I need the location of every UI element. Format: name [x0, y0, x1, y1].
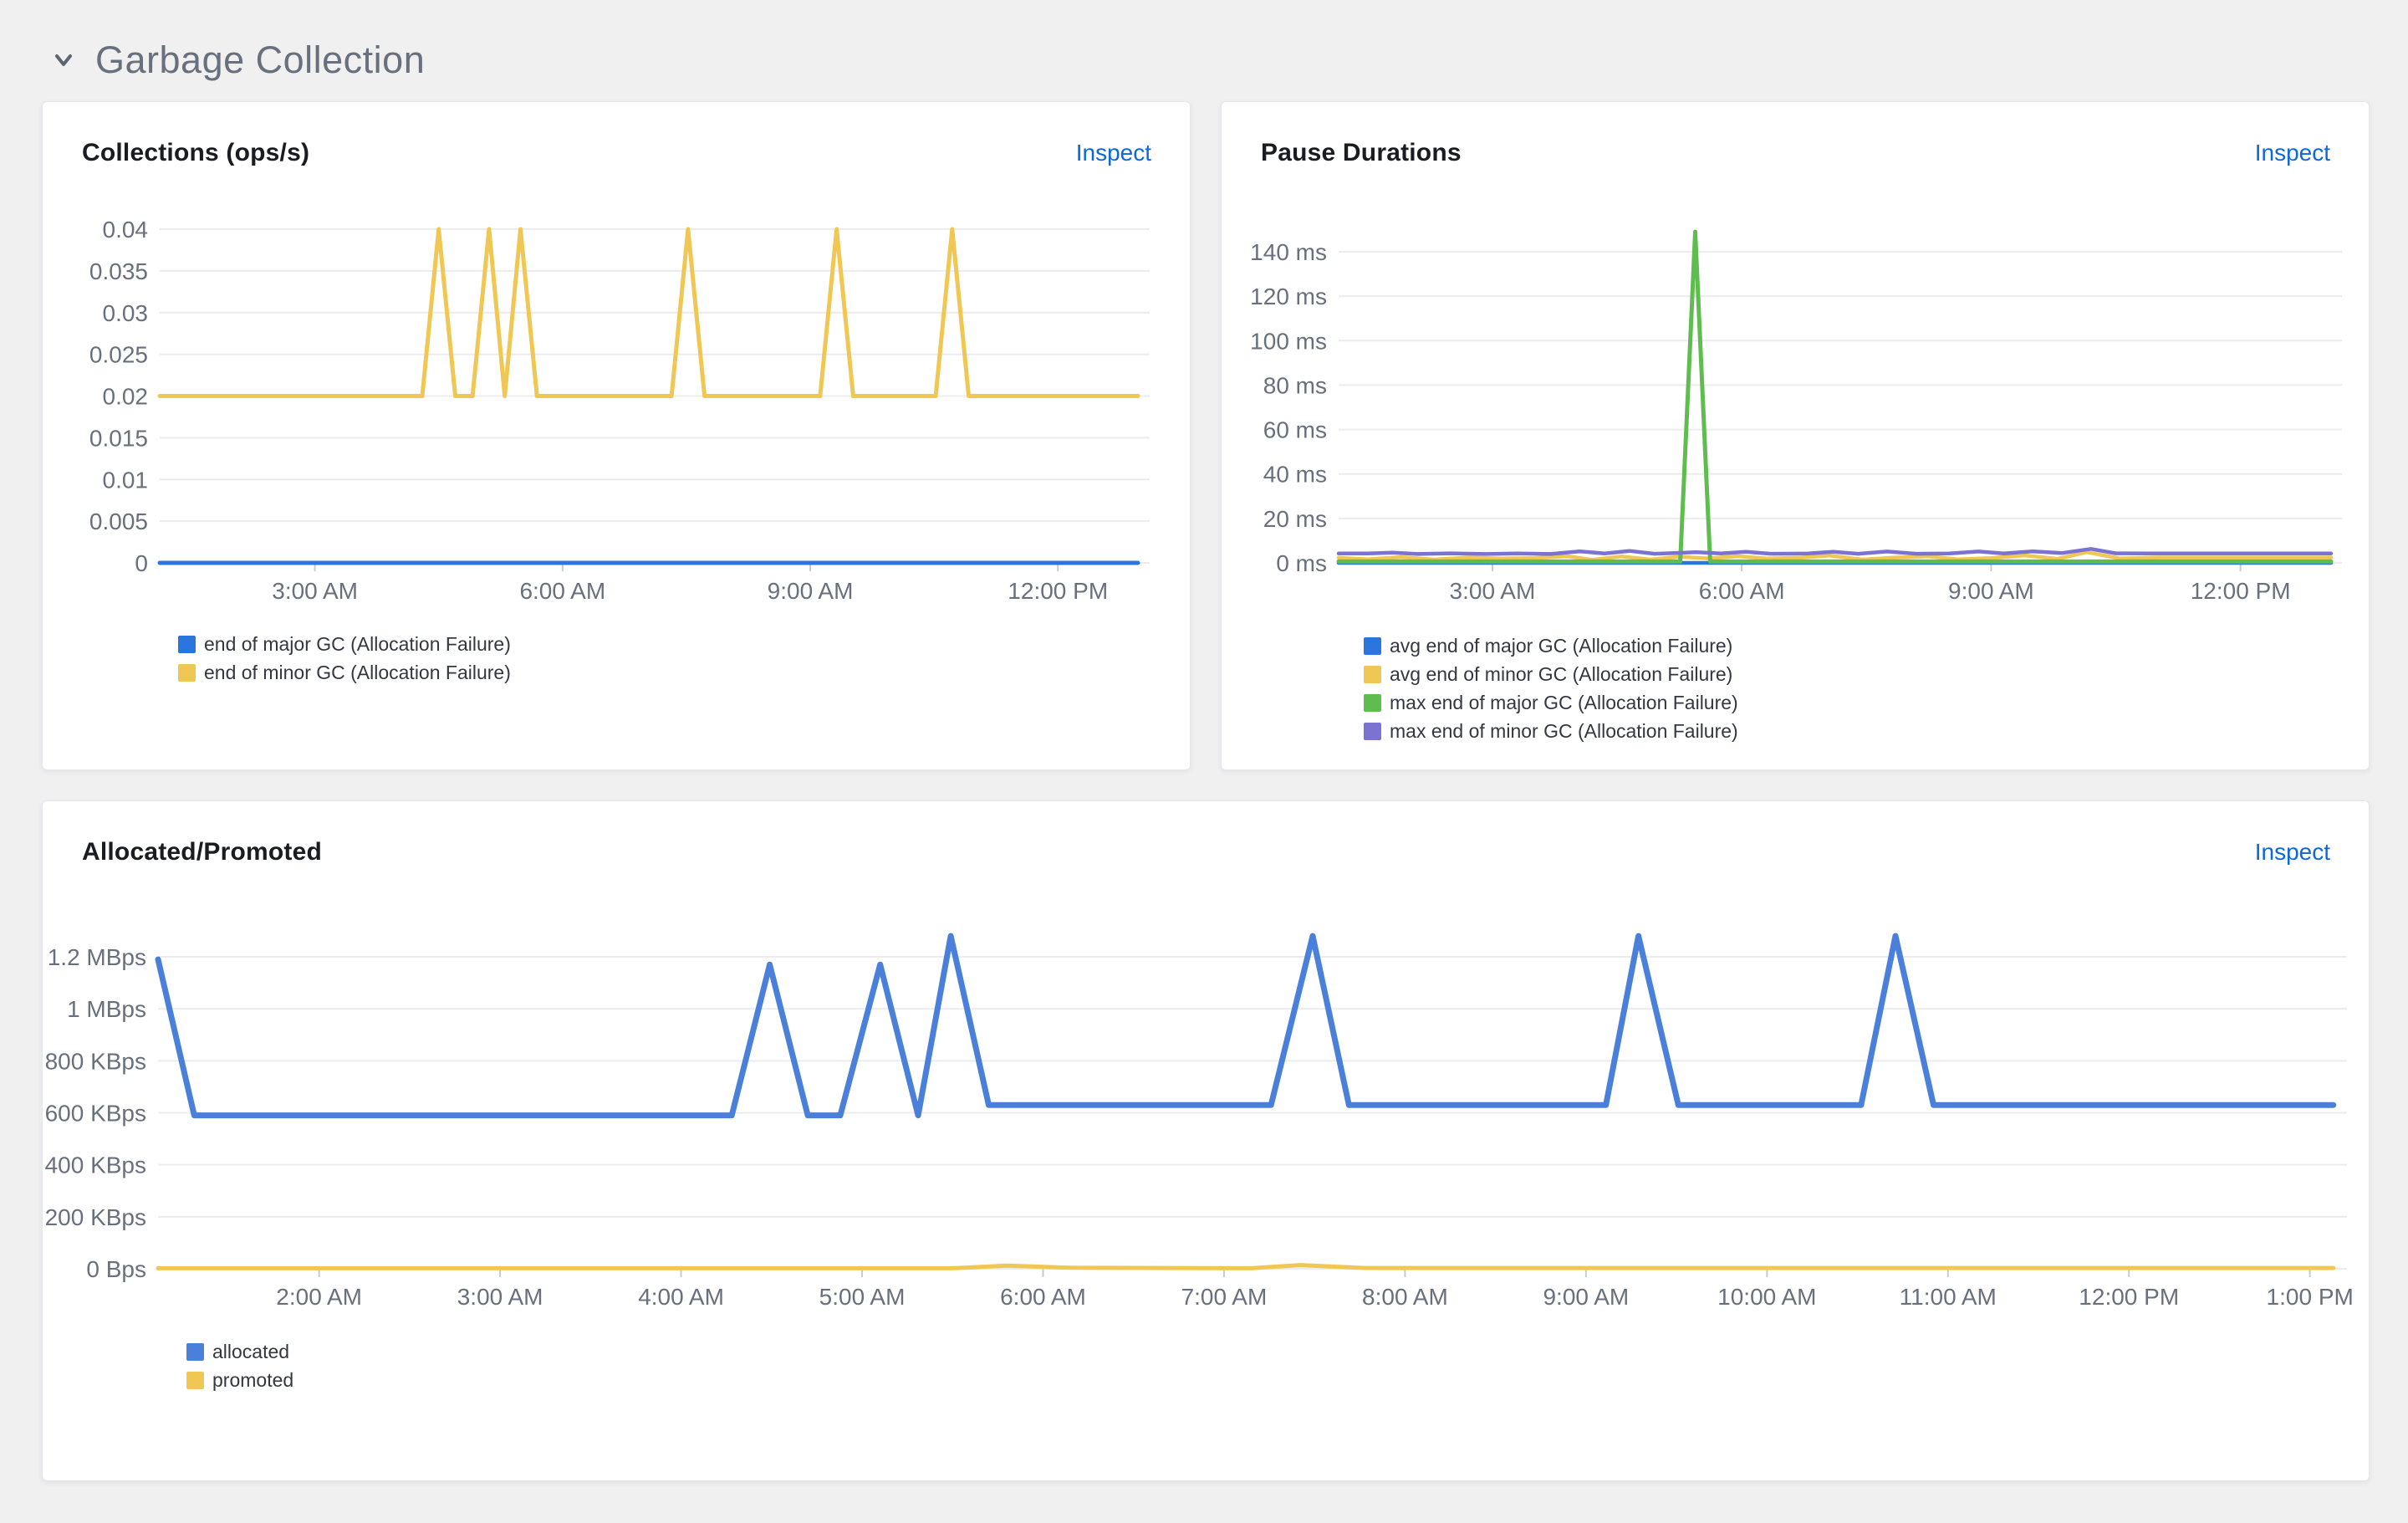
x-tick-label: 2:00 AM	[276, 1284, 362, 1310]
legend-swatch	[178, 636, 196, 653]
y-tick-label: 80 ms	[1263, 372, 1327, 398]
y-tick-label: 40 ms	[1263, 462, 1327, 488]
series-line	[155, 933, 2337, 1119]
y-tick-label: 140 ms	[1250, 239, 1327, 265]
section-title: Garbage Collection	[95, 38, 426, 81]
y-tick-label: 60 ms	[1263, 417, 1327, 443]
card-header: Collections (ops/s) Inspect	[82, 139, 1151, 167]
y-tick-label: 0.03	[103, 300, 149, 326]
x-tick-label: 12:00 PM	[1008, 578, 1108, 604]
legend-item[interactable]: promoted	[186, 1369, 294, 1391]
x-tick-label: 9:00 AM	[768, 578, 854, 604]
legend-item[interactable]: avg end of minor GC (Allocation Failure)	[1364, 663, 1738, 685]
y-tick-label: 100 ms	[1250, 328, 1327, 354]
legend-label: allocated	[212, 1341, 290, 1362]
pause-durations-chart[interactable]: 140 ms 120 ms 100 ms 80 ms 60 ms 40 ms 20 ms 0 …	[1222, 102, 2369, 769]
legend-swatch	[186, 1343, 204, 1361]
x-tick-label: 8:00 AM	[1362, 1284, 1448, 1310]
x-tick-label: 4:00 AM	[638, 1284, 724, 1310]
legend-swatch	[1364, 723, 1381, 740]
legend-swatch	[1364, 637, 1381, 655]
legend-swatch	[186, 1372, 204, 1389]
card-pause-durations: Pause Durations Inspect 140 ms 120 ms 100 …	[1221, 101, 2370, 770]
inspect-link-collections[interactable]: Inspect	[1075, 140, 1151, 166]
y-tick-label: 400 KBps	[45, 1152, 146, 1178]
y-tick-label: 0.035	[89, 258, 148, 284]
allocated-promoted-chart[interactable]: 1.2 MBps 1 MBps 800 KBps 600 KBps 400 KBps 20…	[43, 801, 2369, 1480]
legend-label: end of major GC (Allocation Failure)	[204, 633, 511, 655]
card-header: Pause Durations Inspect	[1261, 139, 2330, 167]
x-tick-label: 11:00 AM	[1900, 1284, 1997, 1310]
legend-label: promoted	[212, 1369, 294, 1391]
chart-title-collections: Collections (ops/s)	[82, 139, 310, 166]
series-line	[1336, 547, 2334, 556]
x-tick-label: 12:00 PM	[2191, 578, 2291, 604]
legend-item[interactable]: avg end of major GC (Allocation Failure)	[1364, 635, 1738, 657]
x-tick-label: 6:00 AM	[1000, 1284, 1086, 1310]
card-collections: Collections (ops/s) Inspect 0.04 0.035 0.0…	[42, 101, 1191, 770]
y-tick-label: 120 ms	[1250, 284, 1327, 309]
y-tick-label: 600 KBps	[45, 1101, 146, 1127]
y-tick-label: 0.01	[103, 467, 149, 493]
legend-item[interactable]: max end of major GC (Allocation Failure)	[1364, 692, 1738, 713]
card-header: Allocated/Promoted Inspect	[82, 838, 2330, 866]
pause-durations-legend: avg end of major GC (Allocation Failure)…	[1364, 635, 1738, 742]
legend-label: avg end of major GC (Allocation Failure)	[1390, 635, 1733, 657]
legend-item[interactable]: allocated	[186, 1341, 293, 1362]
x-tick-label: 10:00 AM	[1717, 1284, 1816, 1310]
x-tick-label: 6:00 AM	[1699, 578, 1785, 604]
y-tick-label: 0.04	[103, 217, 149, 243]
legend-label: max end of major GC (Allocation Failure)	[1390, 692, 1738, 713]
y-tick-label: 1.2 MBps	[48, 944, 146, 970]
y-tick-label: 1 MBps	[67, 996, 146, 1022]
chart-title-allocated-promoted: Allocated/Promoted	[82, 838, 322, 866]
y-tick-label: 0 ms	[1276, 550, 1327, 576]
legend-swatch	[1364, 666, 1381, 683]
x-tick-label: 9:00 AM	[1948, 578, 2034, 604]
y-tick-label: 200 KBps	[45, 1204, 146, 1230]
x-tick-label: 3:00 AM	[1450, 578, 1536, 604]
inspect-link-pause-durations[interactable]: Inspect	[2254, 140, 2330, 166]
y-tick-label: 0.005	[89, 509, 148, 534]
x-tick-label: 7:00 AM	[1181, 1284, 1268, 1310]
y-tick-label: 0	[135, 550, 148, 576]
x-tick-label: 3:00 AM	[272, 578, 358, 604]
inspect-link-allocated-promoted[interactable]: Inspect	[2254, 839, 2330, 865]
allocated-promoted-legend: allocated promoted	[186, 1341, 294, 1391]
chart-title-pause-durations: Pause Durations	[1261, 139, 1462, 166]
x-tick-label: 5:00 AM	[819, 1284, 906, 1310]
legend-item[interactable]: max end of minor GC (Allocation Failure)	[1364, 720, 1738, 742]
legend-swatch	[1364, 694, 1381, 712]
legend-swatch	[178, 664, 196, 682]
y-tick-label: 800 KBps	[45, 1048, 146, 1074]
y-tick-label: 0 Bps	[86, 1256, 146, 1282]
legend-item[interactable]: end of major GC (Allocation Failure)	[178, 633, 511, 655]
x-tick-label: 1:00 PM	[2267, 1284, 2354, 1310]
x-tick-label: 3:00 AM	[457, 1284, 543, 1310]
x-tick-label: 9:00 AM	[1543, 1284, 1629, 1310]
legend-label: max end of minor GC (Allocation Failure)	[1390, 720, 1738, 742]
collections-legend: end of major GC (Allocation Failure) end …	[178, 633, 511, 683]
y-tick-label: 20 ms	[1263, 506, 1327, 532]
x-tick-label: 6:00 AM	[519, 578, 605, 604]
collections-chart[interactable]: 0.04 0.035 0.03 0.025 0.02 0.015 0.01 0.005 0 3:0…	[43, 102, 1190, 769]
legend-label: end of minor GC (Allocation Failure)	[204, 662, 511, 683]
series-line	[1336, 229, 2334, 564]
y-tick-label: 0.02	[103, 384, 149, 410]
x-tick-label: 12:00 PM	[2079, 1284, 2179, 1310]
chevron-down-icon	[55, 54, 72, 66]
series-line	[1336, 549, 2334, 562]
y-tick-label: 0.025	[89, 342, 148, 368]
series-line	[156, 1263, 2336, 1270]
legend-item[interactable]: end of minor GC (Allocation Failure)	[178, 662, 511, 683]
y-tick-label: 0.015	[89, 425, 148, 451]
card-allocated-promoted: Allocated/Promoted Inspect 1.2 MBps 1 MBp…	[42, 800, 2370, 1481]
legend-label: avg end of minor GC (Allocation Failure)	[1390, 663, 1733, 685]
series-line	[157, 227, 1140, 398]
section-header[interactable]: Garbage Collection	[50, 38, 425, 82]
